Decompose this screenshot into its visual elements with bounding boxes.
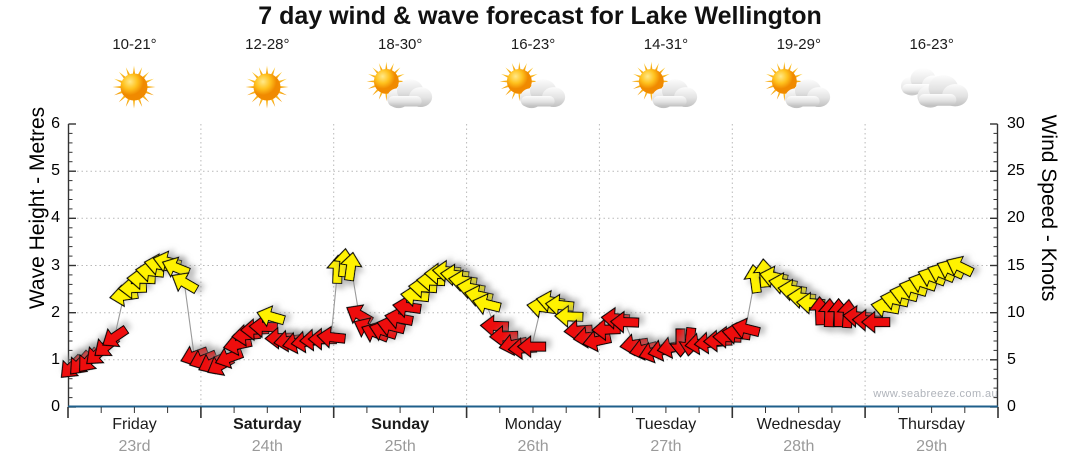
day-header-wednesday: 19-29° — [732, 36, 865, 122]
temperature-range: 16-23° — [510, 36, 556, 53]
right-tick-label: 15 — [1007, 256, 1025, 274]
left-tick-label: 5 — [51, 162, 60, 180]
day-axis-label-saturday: Saturday 24th — [201, 414, 334, 458]
day-header-monday: 16-23° — [467, 36, 600, 122]
day-header-strip: 10-21° 12-28° — [68, 36, 998, 122]
day-header-tuesday: 14-31° — [599, 36, 732, 122]
day-date: 23rd — [118, 438, 151, 455]
temperature-range: 14-31° — [643, 36, 689, 53]
day-name: Wednesday — [756, 416, 841, 433]
day-date: 29th — [916, 438, 948, 455]
day-header-friday: 10-21° — [68, 36, 201, 122]
sunny-icon — [201, 54, 334, 120]
day-name: Tuesday — [635, 416, 697, 433]
right-tick-label: 25 — [1007, 162, 1025, 180]
day-date: 26th — [517, 438, 549, 455]
left-tick-label: 0 — [51, 398, 60, 415]
temperature-range: 18-30° — [378, 36, 423, 53]
day-axis-label-thursday: Thursday 29th — [865, 414, 998, 458]
right-tick-label: 0 — [1007, 398, 1016, 415]
day-name: Sunday — [371, 416, 430, 433]
page-title: 7 day wind & wave forecast for Lake Well… — [258, 2, 822, 30]
day-name: Friday — [112, 416, 157, 433]
day-axis-label-friday: Friday 23rd — [68, 414, 201, 458]
cloudy-icon — [865, 54, 998, 120]
day-name: Thursday — [898, 416, 965, 433]
temperature-range: 10-21° — [112, 36, 157, 53]
day-date: 28th — [783, 438, 815, 455]
partly-cloudy-icon — [732, 54, 865, 120]
sunny-icon — [68, 54, 201, 120]
day-axis-label-monday: Monday 26th — [467, 414, 600, 458]
day-axis-label-tuesday: Tuesday 27th — [599, 414, 732, 458]
watermark: www.seabreeze.com.au — [873, 388, 998, 400]
day-header-saturday: 12-28° — [201, 36, 334, 122]
left-tick-label: 4 — [51, 209, 60, 227]
day-date: 25th — [384, 438, 416, 455]
day-header-sunday: 18-30° — [334, 36, 467, 122]
day-date: 27th — [650, 438, 682, 455]
day-name: Monday — [504, 416, 562, 433]
left-tick-label: 3 — [51, 256, 60, 274]
partly-cloudy-icon — [467, 54, 600, 120]
day-date: 24th — [251, 438, 283, 455]
day-label-strip: Friday 23rd Saturday 24th Sunday 25th Monday 26… — [68, 414, 998, 470]
right-tick-label: 30 — [1007, 115, 1025, 132]
temperature-range: 12-28° — [245, 36, 290, 53]
right-tick-label: 20 — [1007, 209, 1025, 227]
left-tick-label: 2 — [51, 303, 60, 321]
partly-cloudy-icon — [599, 54, 732, 120]
plot-area — [60, 123, 999, 418]
day-header-thursday: 16-23° — [865, 36, 998, 122]
left-tick-label: 1 — [51, 350, 60, 368]
temperature-range: 16-23° — [909, 36, 954, 53]
day-axis-label-sunday: Sunday 25th — [334, 414, 467, 458]
partly-cloudy-icon — [334, 54, 467, 120]
temperature-range: 19-29° — [776, 36, 821, 53]
right-tick-label: 5 — [1007, 350, 1016, 368]
wind-arrow-plot — [60, 123, 999, 418]
left-tick-label: 6 — [51, 115, 60, 132]
day-axis-label-wednesday: Wednesday 28th — [732, 414, 865, 458]
right-tick-label: 10 — [1007, 303, 1025, 321]
day-name: Saturday — [233, 416, 302, 433]
